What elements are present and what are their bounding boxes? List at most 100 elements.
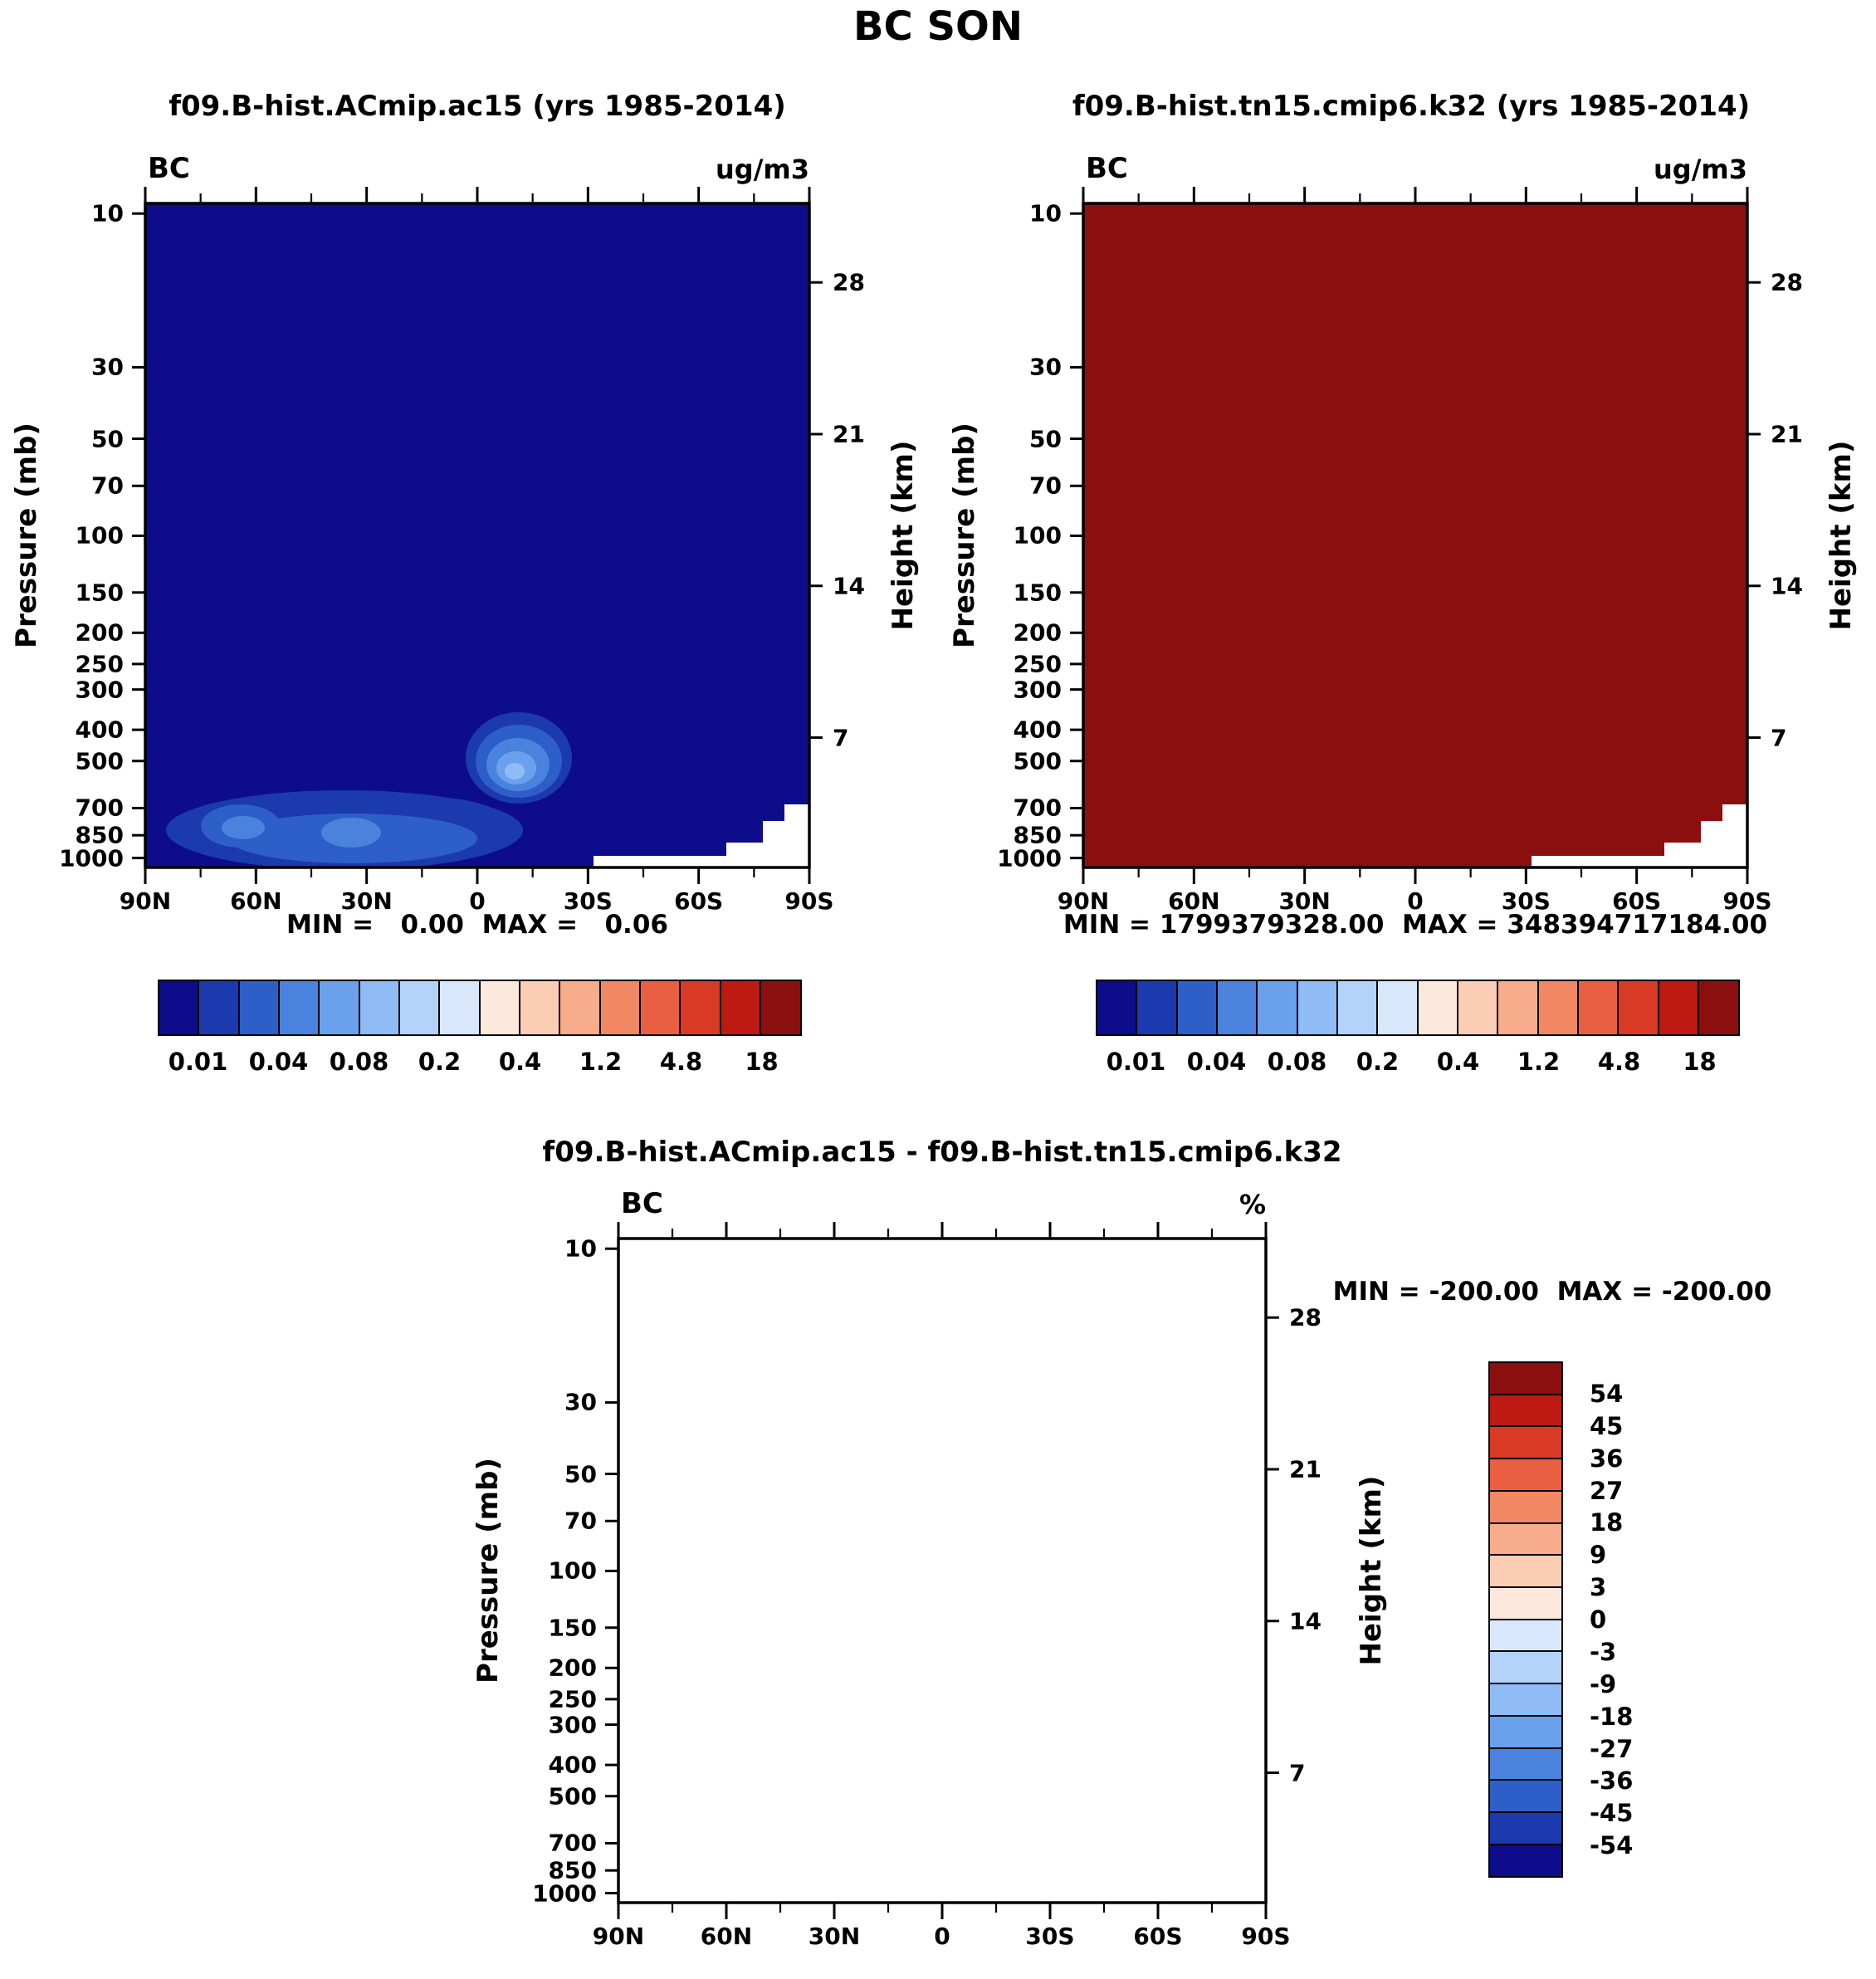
colorbar-box: [1488, 1747, 1563, 1781]
panel0-minmax: MIN = 0.00 MAX = 0.06: [286, 910, 668, 940]
height-tick-label: 21: [1771, 420, 1803, 448]
latitude-tick-label: 0: [469, 887, 486, 915]
colorbar-label: 1.2: [579, 1048, 623, 1076]
contour-blob: [222, 816, 265, 839]
colorbar-label: 4.8: [1597, 1048, 1641, 1076]
panel2-plot-area: [605, 1222, 1279, 1919]
terrain-mask: [1532, 804, 1747, 867]
colorbar-box: [598, 980, 642, 1036]
pressure-tick-label: 500: [548, 1782, 597, 1810]
panel0-pressure-axis-title: Pressure (mb): [10, 423, 43, 648]
panel1-pressure-axis-title: Pressure (mb): [948, 423, 981, 648]
colorbar-box: [278, 980, 320, 1036]
pressure-tick-label: 70: [564, 1507, 597, 1535]
latitude-tick-label: 60S: [1133, 1923, 1183, 1950]
colorbar-box: [1256, 980, 1299, 1036]
colorbar-label: 0.04: [248, 1048, 309, 1076]
contour-blob: [321, 818, 381, 848]
colorbar-label: 0.01: [168, 1048, 228, 1076]
colorbar-box: [1488, 1779, 1563, 1814]
vcolorbar-label: 3: [1590, 1573, 1607, 1602]
colorbar-label: 18: [1683, 1048, 1717, 1076]
height-tick-label: 7: [1771, 724, 1787, 752]
colorbar-box: [1376, 980, 1419, 1036]
colorbar-box: [1488, 1811, 1563, 1846]
colorbar-box: [1136, 980, 1179, 1036]
latitude-tick-label: 90S: [1722, 887, 1772, 915]
pressure-tick-label: 250: [1013, 650, 1062, 678]
pressure-tick-label: 70: [1029, 472, 1062, 500]
pressure-tick-label: 250: [548, 1685, 597, 1713]
panel1-colorbar: [1096, 980, 1740, 1036]
vcolorbar-label: 54: [1590, 1379, 1624, 1408]
panel0-field-label: BC: [148, 152, 190, 185]
pressure-tick-label: 500: [75, 747, 124, 775]
colorbar-box: [1577, 980, 1620, 1036]
latitude-tick-label: 60S: [1612, 887, 1662, 915]
latitude-tick-label: 60N: [700, 1923, 753, 1950]
pressure-tick-label: 30: [564, 1388, 597, 1416]
colorbar-box: [1488, 1714, 1563, 1750]
pressure-tick-label: 400: [548, 1751, 597, 1779]
vcolorbar-label: -54: [1590, 1831, 1634, 1860]
colorbar-box: [1416, 980, 1459, 1036]
panel0-plot-area: [132, 187, 823, 884]
vcolorbar-label: 9: [1590, 1541, 1607, 1570]
colorbar-box: [1488, 1843, 1563, 1878]
latitude-tick-label: 30N: [808, 1923, 861, 1950]
latitude-tick-label: 30N: [340, 887, 393, 915]
latitude-tick-label: 60N: [1168, 887, 1220, 915]
vcolorbar-label: -18: [1590, 1702, 1634, 1731]
colorbar-label: 0.08: [329, 1048, 389, 1076]
pressure-tick-label: 50: [564, 1460, 597, 1488]
pressure-tick-label: 850: [1013, 821, 1062, 849]
pressure-tick-label: 500: [1013, 747, 1062, 775]
panel2-pressure-axis-title: Pressure (mb): [471, 1458, 505, 1683]
colorbar-label: 0.04: [1186, 1048, 1247, 1076]
colorbar-box: [1488, 1361, 1563, 1396]
latitude-tick-label: 90S: [784, 887, 834, 915]
colorbar-box: [1336, 980, 1379, 1036]
height-tick-label: 28: [1289, 1303, 1322, 1332]
colorbar-label: 1.2: [1517, 1048, 1561, 1076]
pressure-tick-label: 50: [91, 425, 124, 453]
height-tick-label: 14: [1289, 1607, 1322, 1635]
latitude-tick-label: 30N: [1278, 887, 1331, 915]
colorbar-box: [398, 980, 441, 1036]
panel2-field-label: BC: [621, 1187, 663, 1220]
vcolorbar-label: -9: [1590, 1669, 1617, 1698]
latitude-tick-label: 30S: [563, 887, 613, 915]
colorbar-box: [237, 980, 281, 1036]
pressure-tick-label: 100: [1013, 521, 1062, 550]
colorbar-box: [719, 980, 762, 1036]
panel1-plot-area: [1070, 187, 1761, 884]
latitude-tick-label: 0: [934, 1923, 950, 1950]
panel2-minmax: MIN = -200.00 MAX = -200.00: [1332, 1277, 1772, 1307]
latitude-tick-label: 0: [1407, 887, 1424, 915]
latitude-tick-label: 90N: [592, 1923, 645, 1950]
panel0-colorbar: [158, 980, 802, 1036]
vcolorbar-label: 27: [1590, 1476, 1624, 1505]
panel2-field-fill: [618, 1239, 1266, 1903]
height-tick-label: 14: [833, 572, 865, 600]
pressure-tick-label: 700: [1013, 794, 1062, 822]
panel1-minmax: MIN = 1799379328.00 MAX = 348394717184.0…: [1063, 910, 1768, 940]
colorbar-box: [1488, 1586, 1563, 1621]
colorbar-box: [1617, 980, 1660, 1036]
height-tick-label: 7: [833, 724, 849, 752]
height-tick-label: 21: [1289, 1455, 1322, 1483]
pressure-tick-label: 1000: [997, 844, 1062, 872]
colorbar-box: [1488, 1458, 1563, 1493]
colorbar-label: 0.08: [1267, 1048, 1327, 1076]
vcolorbar-label: -27: [1590, 1734, 1634, 1763]
colorbar-box: [1698, 980, 1740, 1036]
pressure-tick-label: 300: [1013, 676, 1062, 704]
colorbar-box: [1536, 980, 1580, 1036]
panel1-field-fill: [1083, 203, 1747, 867]
latitude-tick-label: 60N: [230, 887, 282, 915]
colorbar-box: [438, 980, 481, 1036]
panel1-units-label: ug/m3: [1654, 154, 1747, 185]
latitude-tick-label: 60S: [674, 887, 724, 915]
main-title: BC SON: [853, 3, 1023, 50]
